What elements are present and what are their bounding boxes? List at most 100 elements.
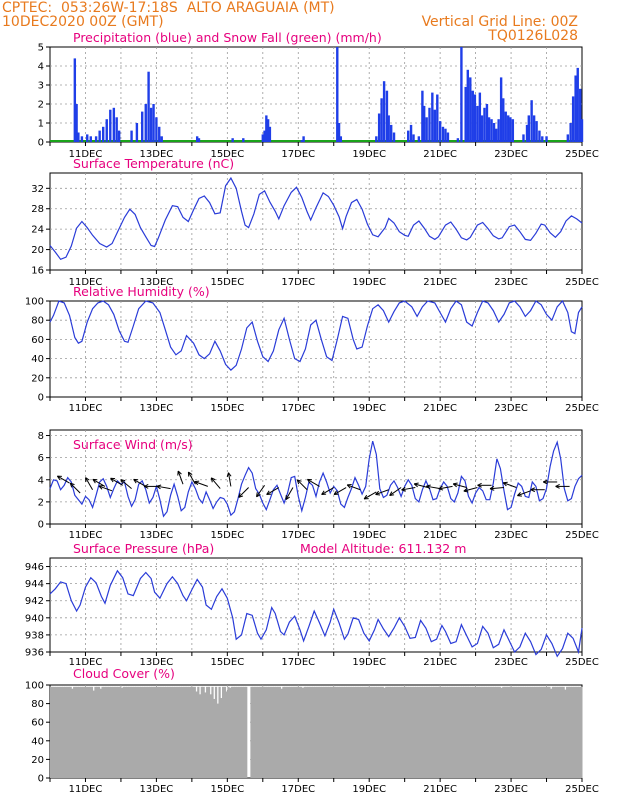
wind-frame <box>49 429 583 525</box>
cloud-bar <box>303 686 306 778</box>
wind-vector-head <box>120 479 126 482</box>
wind-series-line <box>49 440 583 518</box>
wind-vector-head <box>401 486 406 491</box>
temp-xtick-label: 21DEC <box>423 277 457 288</box>
cloud-bar <box>558 686 562 778</box>
precip-xtick-label: 19DEC <box>352 149 386 160</box>
cloud-bar <box>312 686 315 778</box>
wind-ytick-label: 4 <box>38 475 44 486</box>
precip-bar <box>497 119 500 142</box>
cloud-bar <box>395 686 399 778</box>
cloud-bar <box>90 686 94 778</box>
cloud-bar <box>67 686 71 778</box>
wind-vector-head <box>297 479 302 482</box>
precip-bar <box>94 136 98 142</box>
cloud-bar <box>287 686 290 778</box>
precip-bar <box>73 58 77 142</box>
precip-bar <box>574 75 577 142</box>
precip-bar <box>389 124 393 142</box>
cloud-bar <box>376 686 379 778</box>
cloud-xtick-label: 23DEC <box>494 784 528 795</box>
cloud-bar <box>560 686 563 778</box>
precip-bar <box>473 94 477 142</box>
cloud-bar <box>117 686 120 778</box>
cloud-bar <box>388 686 391 778</box>
wind-vector-head <box>92 479 96 484</box>
model-code: TQ0126L028 <box>488 28 578 44</box>
cloud-bar <box>349 686 352 778</box>
cloud-bar <box>386 686 390 778</box>
cloud-bar <box>324 686 328 778</box>
pres-panel: 936 938 940 942 944 946 11DEC 13DEC 15DEC 17DEC 19… <box>25 541 599 668</box>
cloud-bar <box>223 686 227 778</box>
precip-bar <box>385 90 389 142</box>
precip-bar <box>456 138 460 142</box>
cloud-bar <box>73 686 76 778</box>
cloud-bar <box>220 698 223 778</box>
precip-bar <box>263 130 266 142</box>
cloud-bar <box>505 686 509 778</box>
cloud-bar <box>431 686 434 778</box>
wind-xtick-label: 13DEC <box>140 530 174 541</box>
cloud-bar <box>113 686 117 778</box>
precip-xtick-label: 13DEC <box>140 149 174 160</box>
cloud-bar <box>518 686 521 778</box>
precip-ytick-label: 4 <box>38 62 44 73</box>
run-datetime: 10DEC2020 00Z (GMT) <box>2 14 164 30</box>
precip-bar <box>195 136 199 142</box>
cloud-bar <box>252 686 255 778</box>
wind-vector-head <box>555 485 560 489</box>
cloud-bar <box>292 686 296 778</box>
cloud-bar <box>480 686 484 778</box>
cloud-bar <box>101 686 104 778</box>
precip-bar <box>197 138 201 142</box>
wind-vector-head <box>452 483 457 488</box>
cloud-xtick-label: 21DEC <box>423 784 457 795</box>
cloud-bar <box>390 686 393 778</box>
cloud-bar <box>532 686 535 778</box>
cloud-bar <box>229 687 232 778</box>
cloud-bar <box>276 686 280 778</box>
precip-bar <box>300 140 304 142</box>
precip-bar <box>579 88 582 142</box>
wind-vector <box>256 485 265 498</box>
precip-panel: 0 1 2 3 4 5 11DEC 13DEC 15DEC 17DEC 19DEC 21DEC 23DE… <box>38 30 599 160</box>
cloud-bar <box>80 686 83 778</box>
wind-vector-head <box>266 490 270 495</box>
precip-bar <box>266 119 270 142</box>
cloud-bar <box>358 686 361 778</box>
cloud-bar <box>71 688 74 778</box>
wind-xtick-label: 23DEC <box>494 530 528 541</box>
wind-vector-head <box>143 483 149 487</box>
cloud-bar <box>120 687 124 778</box>
precip-bar <box>545 136 548 142</box>
cloud-bar <box>424 686 427 778</box>
cloud-bar <box>537 686 540 778</box>
temp-title: Surface Temperature (nC) <box>73 156 234 171</box>
precip-bar <box>502 98 505 142</box>
precip-bar <box>522 134 525 142</box>
wind-xtick-label: 11DEC <box>69 530 103 541</box>
cloud-bar <box>167 686 170 778</box>
cloud-bar <box>145 686 149 778</box>
cloud-bar <box>463 686 466 778</box>
precip-bar <box>530 100 533 142</box>
cloud-bar <box>119 686 122 778</box>
wind-vector-head <box>333 490 337 495</box>
cloud-bar <box>379 686 383 778</box>
precip-bar <box>431 92 434 142</box>
precip-bar <box>480 115 484 142</box>
cloud-bar <box>285 686 289 778</box>
temp-ytick-label: 24 <box>31 225 44 236</box>
cloud-bar <box>360 686 363 778</box>
wind-vector-head <box>463 490 469 493</box>
wind-xtick-label: 19DEC <box>352 530 386 541</box>
precip-bar <box>487 117 491 142</box>
precip-bar <box>242 138 245 142</box>
cloud-bar <box>291 686 294 778</box>
cloud-bar <box>74 686 78 778</box>
cloud-bar <box>557 686 560 778</box>
wind-vector-head <box>120 479 124 484</box>
rh-ytick-label: 0 <box>38 393 44 404</box>
wind-vector-head <box>463 487 468 492</box>
